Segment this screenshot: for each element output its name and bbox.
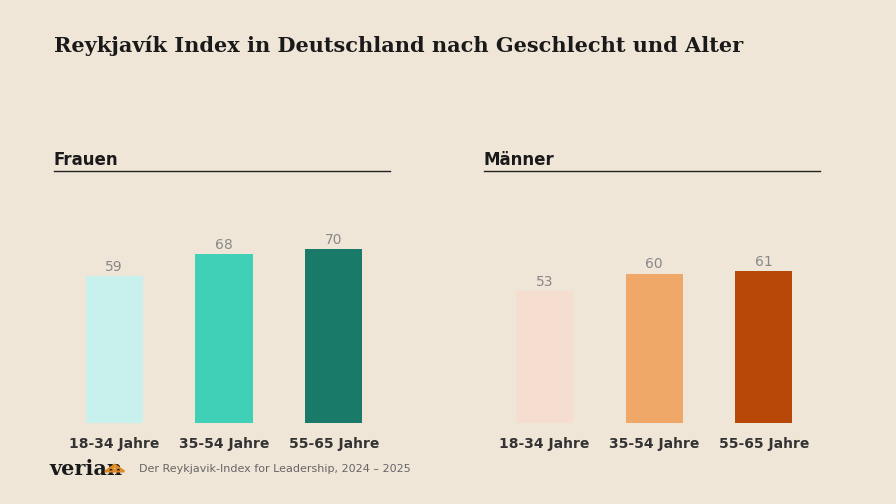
Text: 53: 53 bbox=[536, 275, 553, 289]
Bar bbox=[516, 291, 573, 423]
Bar bbox=[625, 274, 683, 423]
Bar bbox=[86, 276, 142, 423]
Text: 70: 70 bbox=[325, 232, 342, 246]
Bar bbox=[306, 249, 362, 423]
Text: Reykjavík Index in Deutschland nach Geschlecht und Alter: Reykjavík Index in Deutschland nach Gesc… bbox=[54, 35, 743, 56]
Bar bbox=[195, 254, 253, 423]
Text: verian: verian bbox=[49, 459, 123, 479]
Bar bbox=[736, 272, 792, 423]
Text: Männer: Männer bbox=[484, 151, 555, 169]
Text: 60: 60 bbox=[645, 258, 663, 272]
Text: 61: 61 bbox=[755, 255, 772, 269]
Text: Der Reykjavik-Index for Leadership, 2024 – 2025: Der Reykjavik-Index for Leadership, 2024… bbox=[139, 464, 410, 474]
Text: 68: 68 bbox=[215, 237, 233, 251]
Text: Frauen: Frauen bbox=[54, 151, 118, 169]
Text: 59: 59 bbox=[106, 260, 123, 274]
